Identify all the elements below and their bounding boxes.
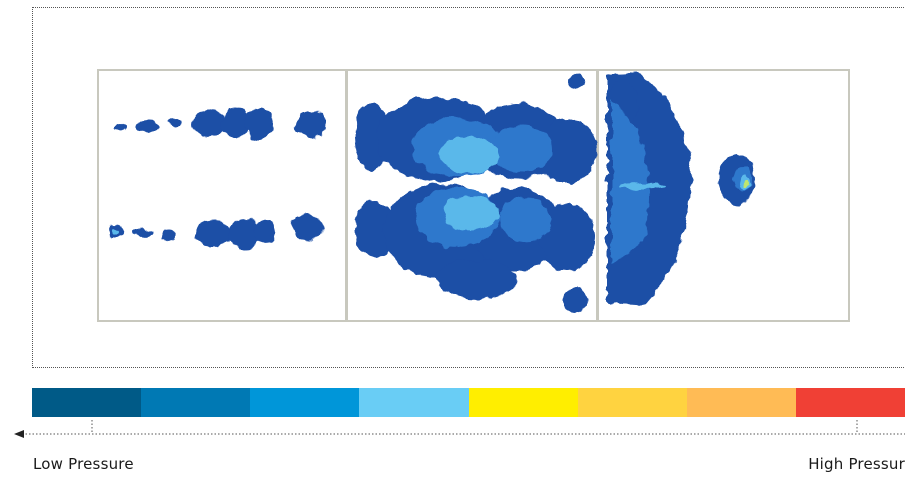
scale-segment-6 (577, 388, 687, 417)
pressure-map-image (97, 69, 850, 323)
scale-segment-4 (359, 388, 469, 417)
pressure-map-frame (32, 7, 905, 368)
scale-segment-3 (250, 388, 360, 417)
sensor-panel-left (97, 69, 347, 322)
left-arrow-icon (14, 430, 24, 438)
pressure-direction-indicator (14, 420, 905, 440)
high-pressure-label: High Pressur (808, 455, 905, 473)
scale-segment-2 (141, 388, 251, 417)
scale-segment-7 (686, 388, 796, 417)
pressure-color-scale (32, 388, 905, 417)
pressure-blobs (108, 73, 755, 313)
low-pressure-label: Low Pressure (33, 455, 134, 473)
scale-segment-8 (795, 388, 905, 417)
scale-segment-1 (32, 388, 142, 417)
scale-segment-5 (468, 388, 578, 417)
